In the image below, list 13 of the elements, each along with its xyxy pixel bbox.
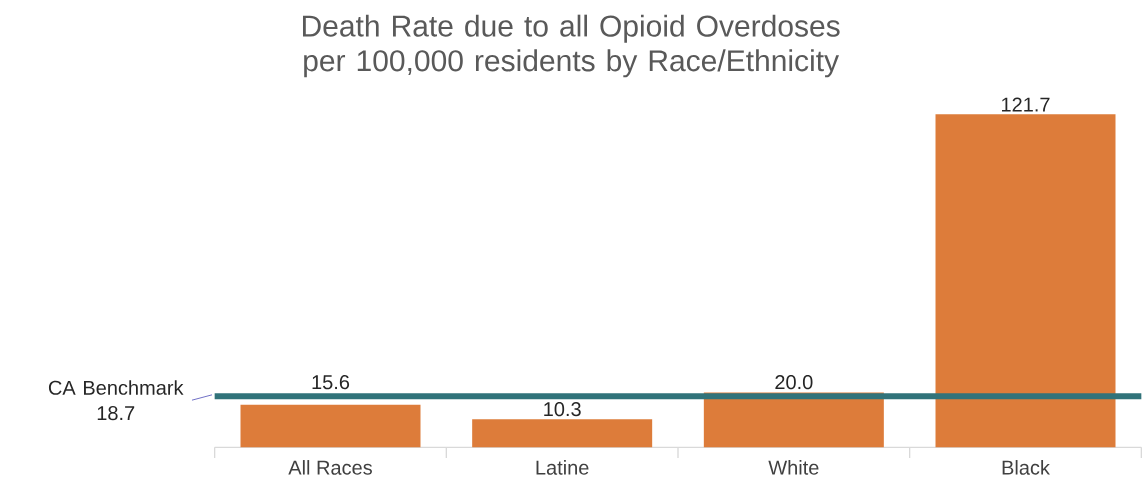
ref-line-label: CA Benchmark 18.7 <box>48 380 184 421</box>
data-label: 121.7 <box>1002 97 1050 112</box>
data-label: 15.6 <box>312 375 350 390</box>
x-tick-label: Latine <box>536 460 589 475</box>
bar <box>935 114 1116 448</box>
x-tick-label: White <box>768 460 819 475</box>
x-tick-label: Black <box>1002 460 1050 475</box>
x-tick-label: All Races <box>288 460 372 475</box>
chart-title: Death Rate due to all Opioid Overdoses per 100,000 residents by Race/Ethnicity <box>302 14 840 78</box>
bar <box>472 419 653 448</box>
bar <box>240 404 421 448</box>
data-label: 10.3 <box>544 402 581 417</box>
data-label: 20.0 <box>775 375 813 390</box>
